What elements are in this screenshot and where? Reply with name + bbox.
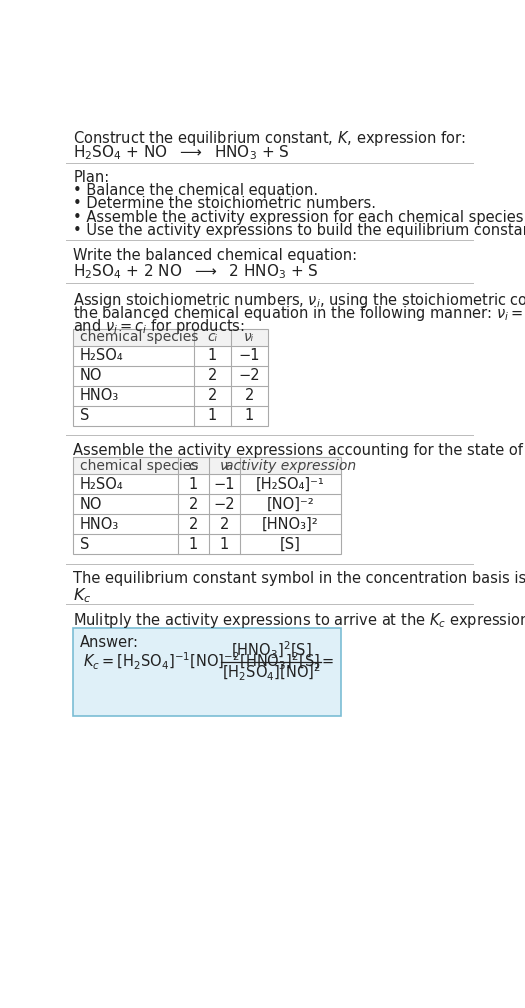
Bar [74, 458, 341, 554]
Text: 2: 2 [207, 368, 217, 383]
Text: • Determine the stoichiometric numbers.: • Determine the stoichiometric numbers. [74, 197, 376, 212]
Text: the balanced chemical equation in the following manner: $\nu_i = -c_i$ for react: the balanced chemical equation in the fo… [74, 304, 525, 324]
Text: NO: NO [80, 497, 102, 512]
Text: cᵢ: cᵢ [188, 459, 198, 473]
Text: activity expression: activity expression [225, 459, 356, 473]
Text: chemical species: chemical species [80, 459, 198, 473]
Text: 1: 1 [189, 537, 198, 552]
Text: −1: −1 [214, 477, 235, 492]
Text: 1: 1 [245, 408, 254, 423]
Text: cᵢ: cᵢ [207, 331, 217, 345]
Text: $\mathrm{H_2SO_4}$ + NO  $\longrightarrow$  $\mathrm{HNO_3}$ + S: $\mathrm{H_2SO_4}$ + NO $\longrightarrow… [74, 143, 290, 162]
Text: $K_c = [\mathrm{H_2SO_4}]^{-1} [\mathrm{NO}]^{-2} [\mathrm{HNO_3}]^{2} [\mathrm{: $K_c = [\mathrm{H_2SO_4}]^{-1} [\mathrm{… [82, 651, 334, 672]
Text: [HNO₃]²: [HNO₃]² [262, 517, 319, 532]
Bar [74, 329, 268, 426]
Text: H₂SO₄: H₂SO₄ [80, 477, 123, 492]
Text: Answer:: Answer: [80, 635, 139, 650]
Text: Write the balanced chemical equation:: Write the balanced chemical equation: [74, 248, 358, 263]
Text: [S]: [S] [280, 537, 301, 552]
Text: 1: 1 [207, 349, 217, 363]
Text: • Assemble the activity expression for each chemical species.: • Assemble the activity expression for e… [74, 210, 525, 225]
Text: NO: NO [80, 368, 102, 383]
Text: 2: 2 [207, 388, 217, 403]
Text: 1: 1 [207, 408, 217, 423]
Text: Construct the equilibrium constant, $K$, expression for:: Construct the equilibrium constant, $K$,… [74, 129, 466, 147]
Text: 2: 2 [189, 517, 198, 532]
Text: νᵢ: νᵢ [244, 331, 255, 345]
FancyBboxPatch shape [74, 628, 341, 716]
Text: $\mathrm{H_2SO_4}$ + 2 NO  $\longrightarrow$  2 $\mathrm{HNO_3}$ + S: $\mathrm{H_2SO_4}$ + 2 NO $\longrightarr… [74, 263, 319, 281]
Text: S: S [80, 408, 89, 423]
Text: νᵢ: νᵢ [219, 459, 229, 473]
Text: −2: −2 [238, 368, 260, 383]
Text: HNO₃: HNO₃ [80, 517, 119, 532]
Text: Plan:: Plan: [74, 170, 110, 185]
Text: −1: −1 [238, 349, 260, 363]
Text: $[\mathrm{HNO_3}]^{2} [\mathrm{S}]$: $[\mathrm{HNO_3}]^{2} [\mathrm{S}]$ [230, 640, 311, 661]
Text: $[\mathrm{H_2SO_4}] [\mathrm{NO}]^{2}$: $[\mathrm{H_2SO_4}] [\mathrm{NO}]^{2}$ [222, 661, 320, 682]
Text: −2: −2 [214, 497, 235, 512]
Text: [H₂SO₄]⁻¹: [H₂SO₄]⁻¹ [256, 477, 325, 492]
Text: $K_c$: $K_c$ [74, 586, 92, 605]
Bar [74, 458, 341, 475]
Text: HNO₃: HNO₃ [80, 388, 119, 403]
Text: Assign stoichiometric numbers, $\nu_i$, using the stoichiometric coefficients, $: Assign stoichiometric numbers, $\nu_i$, … [74, 291, 525, 310]
Text: • Balance the chemical equation.: • Balance the chemical equation. [74, 183, 319, 199]
Text: Mulitply the activity expressions to arrive at the $K_c$ expression:: Mulitply the activity expressions to arr… [74, 612, 525, 630]
Bar [74, 329, 268, 346]
Text: Assemble the activity expressions accounting for the state of matter and νᵢ:: Assemble the activity expressions accoun… [74, 443, 525, 458]
Text: • Use the activity expressions to build the equilibrium constant expression.: • Use the activity expressions to build … [74, 223, 525, 238]
Text: 1: 1 [189, 477, 198, 492]
Text: [NO]⁻²: [NO]⁻² [267, 497, 314, 512]
Text: 2: 2 [245, 388, 254, 403]
Text: 2: 2 [189, 497, 198, 512]
Text: 1: 1 [220, 537, 229, 552]
Text: chemical species: chemical species [80, 331, 198, 345]
Text: H₂SO₄: H₂SO₄ [80, 349, 123, 363]
Text: The equilibrium constant symbol in the concentration basis is:: The equilibrium constant symbol in the c… [74, 572, 525, 587]
Text: S: S [80, 537, 89, 552]
Text: and $\nu_i = c_i$ for products:: and $\nu_i = c_i$ for products: [74, 318, 245, 337]
Text: 2: 2 [220, 517, 229, 532]
